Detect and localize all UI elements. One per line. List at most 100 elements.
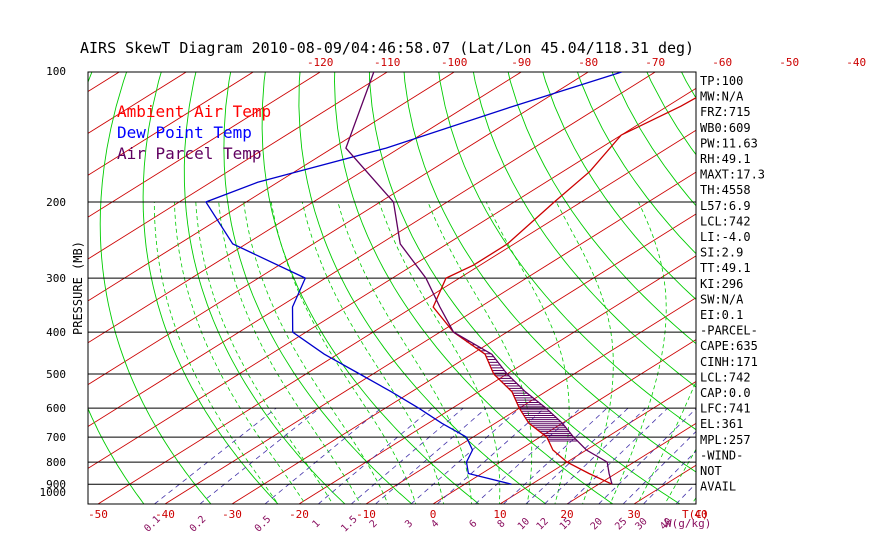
dry-adiabat-line xyxy=(472,72,696,388)
mixing-ratio-line xyxy=(598,408,696,504)
dry-adiabat-line xyxy=(142,72,279,504)
legend-entry: Ambient Air Temp xyxy=(117,102,271,121)
top-axis-tick-label: -60 xyxy=(712,56,732,69)
isotherm-line xyxy=(566,422,696,504)
pressure-tick-label: 900 xyxy=(46,478,66,491)
mixing-ratio-tick-label: 3 xyxy=(403,518,415,530)
isotherm-line xyxy=(0,72,52,504)
isotherm-line xyxy=(298,255,696,504)
mixing-ratio-tick-label: 6 xyxy=(468,518,480,530)
dry-adiabat-line xyxy=(223,72,413,504)
pressure-tick-label: 300 xyxy=(46,272,66,285)
y-axis-label: PRESSURE (MB) xyxy=(71,241,85,335)
index-entry: FRZ:715 xyxy=(700,105,751,119)
index-entry: SI:2.9 xyxy=(700,246,743,260)
dry-adiabat-line xyxy=(739,52,870,513)
moist-adiabat-line xyxy=(637,380,696,504)
isotherm-line xyxy=(365,297,696,504)
isotherm-line xyxy=(88,72,455,302)
bottom-axis-tick-label: 0 xyxy=(430,508,437,521)
bottom-axis-tick-label: 30 xyxy=(627,508,640,521)
pressure-tick-label: 200 xyxy=(46,196,66,209)
mixing-ratio-tick-label: 4 xyxy=(429,518,441,530)
dry-adiabat-line xyxy=(577,72,696,255)
index-entry: LI:-4.0 xyxy=(700,230,751,244)
pressure-tick-label: 500 xyxy=(46,368,66,381)
index-entry: TP:100 xyxy=(700,74,743,88)
index-entry: KI:296 xyxy=(700,277,743,291)
mixing-ratio-line xyxy=(567,407,668,504)
index-entry: NOT xyxy=(700,464,722,478)
index-entry: LFC:741 xyxy=(700,402,751,416)
dry-adiabat-lines xyxy=(88,52,870,513)
dry-adiabat-line xyxy=(438,72,696,431)
mixing-ratio-line xyxy=(317,407,433,504)
isotherm-line xyxy=(835,72,870,504)
moist-adiabat-line xyxy=(664,448,696,504)
dry-adiabat-line xyxy=(806,52,870,513)
top-axis-tick-label: -70 xyxy=(645,56,665,69)
pressure-tick-label: 400 xyxy=(46,326,66,339)
index-entry: L57:6.9 xyxy=(700,199,751,213)
isotherm-line xyxy=(88,72,522,344)
index-entry: TT:49.1 xyxy=(700,261,751,275)
bottom-axis-tick-labels: -50 -40 -30 -20 -10 0 10 20 30 40 xyxy=(88,508,708,521)
chart-title: AIRS SkewT Diagram 2010-08-09/04:46:58.0… xyxy=(80,39,694,57)
isotherm-line xyxy=(88,72,388,260)
bottom-axis-tick-label: 10 xyxy=(493,508,506,521)
legend-entry: Air Parcel Temp xyxy=(117,144,262,163)
dry-adiabat-line xyxy=(542,72,696,300)
index-entry: EL:361 xyxy=(700,417,743,431)
plot-frame xyxy=(87,71,697,505)
moist-adiabat-line xyxy=(555,201,614,504)
dry-adiabat-line xyxy=(99,72,212,504)
bottom-axis-unit: T(C) xyxy=(682,508,709,521)
profile-series xyxy=(204,72,696,485)
index-entry: MAXT:17.3 xyxy=(700,168,765,182)
moist-adiabat-line xyxy=(243,201,389,504)
index-entry: PW:11.63 xyxy=(700,136,758,150)
index-entry: MPL:257 xyxy=(700,433,751,447)
index-entry: SW:N/A xyxy=(700,292,744,306)
isotherm-line xyxy=(88,72,589,386)
dry-adiabat-line xyxy=(646,72,696,156)
index-entry: CAPE:635 xyxy=(700,339,758,353)
moist-adiabat-line xyxy=(337,201,472,504)
isotherm-line xyxy=(88,72,321,218)
index-entry: TH:4558 xyxy=(700,183,751,197)
dry-adiabat-line xyxy=(298,72,547,504)
dry-adiabat-line xyxy=(368,72,681,504)
mixing-ratio-line xyxy=(622,430,696,504)
isotherm-line xyxy=(499,380,696,504)
mixing-ratio-line xyxy=(436,407,545,504)
top-axis-tick-label: -50 xyxy=(779,56,799,69)
moist-adiabat-line xyxy=(218,201,361,504)
moist-adiabat-lines xyxy=(153,201,696,504)
mixing-ratio-line xyxy=(675,482,696,504)
mixing-ratio-line xyxy=(264,407,382,504)
isotherm-line xyxy=(88,72,254,176)
cape-hatch-area xyxy=(457,334,578,442)
index-entry: LCL:742 xyxy=(700,214,751,228)
mixing-ratio-tick-label: 12 xyxy=(535,516,551,532)
mixing-ratio-line xyxy=(410,407,520,504)
index-entry: LCL:742 xyxy=(700,370,751,384)
mixing-ratio-line xyxy=(199,407,320,504)
air-parcel-temp-line xyxy=(345,72,613,485)
isotherm-line xyxy=(97,129,696,504)
ambient-air-temp-line xyxy=(432,97,696,485)
bottom-axis-tick-label: 20 xyxy=(560,508,573,521)
isotherm-line xyxy=(768,72,870,504)
bottom-axis-tick-label: 40 xyxy=(694,508,707,521)
bottom-axis-tick-label: -10 xyxy=(356,508,376,521)
legend: Ambient Air Temp Dew Point Temp Air Parcel… xyxy=(117,102,271,163)
dry-adiabat-line xyxy=(840,52,870,513)
pressure-tick-label: 600 xyxy=(46,402,66,415)
index-entry: CINH:171 xyxy=(700,355,758,369)
mixing-ratio-tick-label: 20 xyxy=(589,516,605,532)
top-axis-tick-label: -100 xyxy=(441,56,468,69)
mixing-ratio-line xyxy=(154,407,277,504)
